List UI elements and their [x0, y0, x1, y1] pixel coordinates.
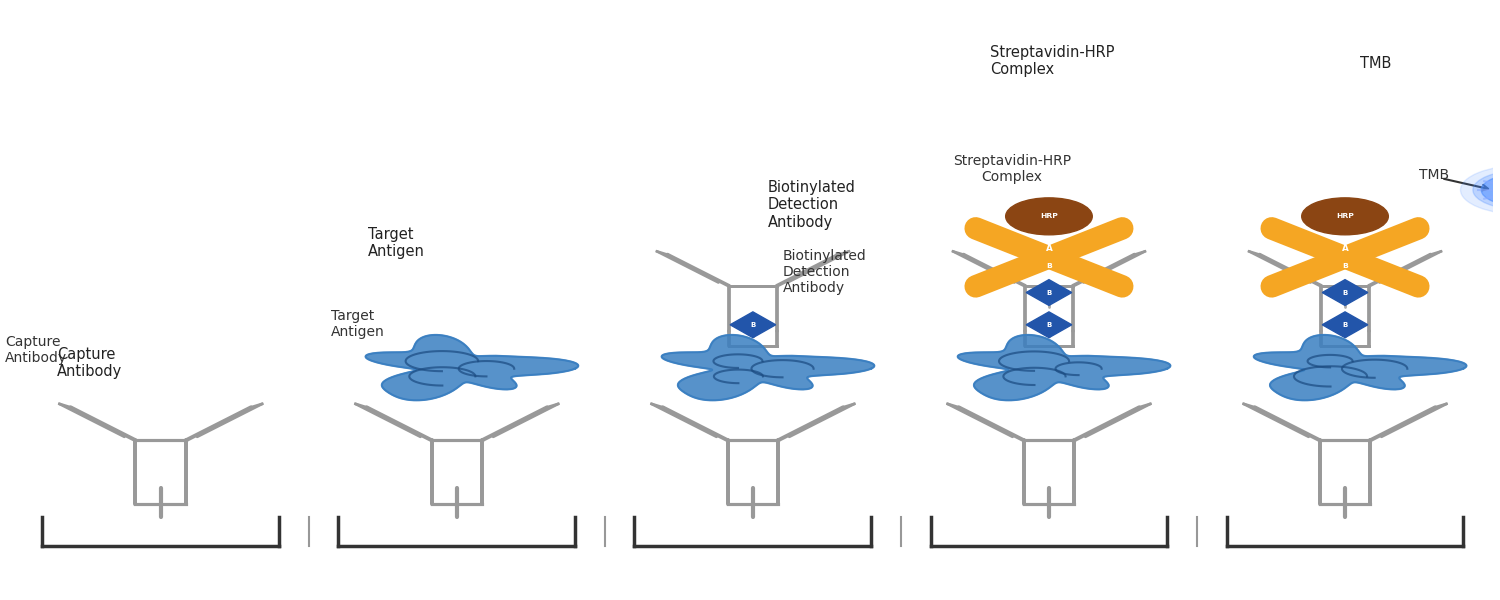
Text: HRP: HRP — [1040, 214, 1058, 220]
Polygon shape — [662, 335, 874, 400]
Text: Streptavidin-HRP
Complex: Streptavidin-HRP Complex — [990, 45, 1114, 77]
Text: TMB: TMB — [1419, 169, 1449, 182]
Polygon shape — [1254, 335, 1467, 400]
Polygon shape — [1026, 280, 1072, 305]
Text: Streptavidin-HRP
Complex: Streptavidin-HRP Complex — [952, 154, 1071, 184]
Text: Capture
Antibody: Capture Antibody — [57, 347, 123, 379]
Polygon shape — [730, 312, 776, 338]
Text: Biotinylated
Detection
Antibody: Biotinylated Detection Antibody — [783, 249, 867, 295]
Circle shape — [1480, 173, 1500, 206]
Polygon shape — [1026, 312, 1072, 338]
Text: B: B — [1047, 290, 1052, 296]
Polygon shape — [1322, 280, 1368, 305]
Text: Biotinylated
Detection
Antibody: Biotinylated Detection Antibody — [768, 180, 855, 230]
Text: A: A — [1046, 244, 1053, 253]
Polygon shape — [1322, 312, 1368, 338]
Ellipse shape — [1302, 198, 1389, 235]
Text: B: B — [1047, 322, 1052, 328]
Text: Target
Antigen: Target Antigen — [368, 227, 424, 259]
Circle shape — [1461, 166, 1500, 215]
Text: Target
Antigen: Target Antigen — [332, 309, 386, 340]
Text: Capture
Antibody: Capture Antibody — [6, 335, 68, 365]
Text: TMB: TMB — [1360, 56, 1390, 71]
Circle shape — [1494, 178, 1500, 202]
Text: B: B — [1342, 322, 1347, 328]
Polygon shape — [366, 335, 579, 400]
Text: B: B — [750, 322, 756, 328]
Ellipse shape — [1005, 198, 1092, 235]
Polygon shape — [957, 335, 1170, 400]
Circle shape — [1473, 170, 1500, 209]
Text: A: A — [1341, 244, 1348, 253]
Text: B: B — [1342, 290, 1347, 296]
Text: HRP: HRP — [1336, 214, 1354, 220]
Text: B: B — [1342, 263, 1348, 269]
Text: B: B — [1046, 263, 1052, 269]
